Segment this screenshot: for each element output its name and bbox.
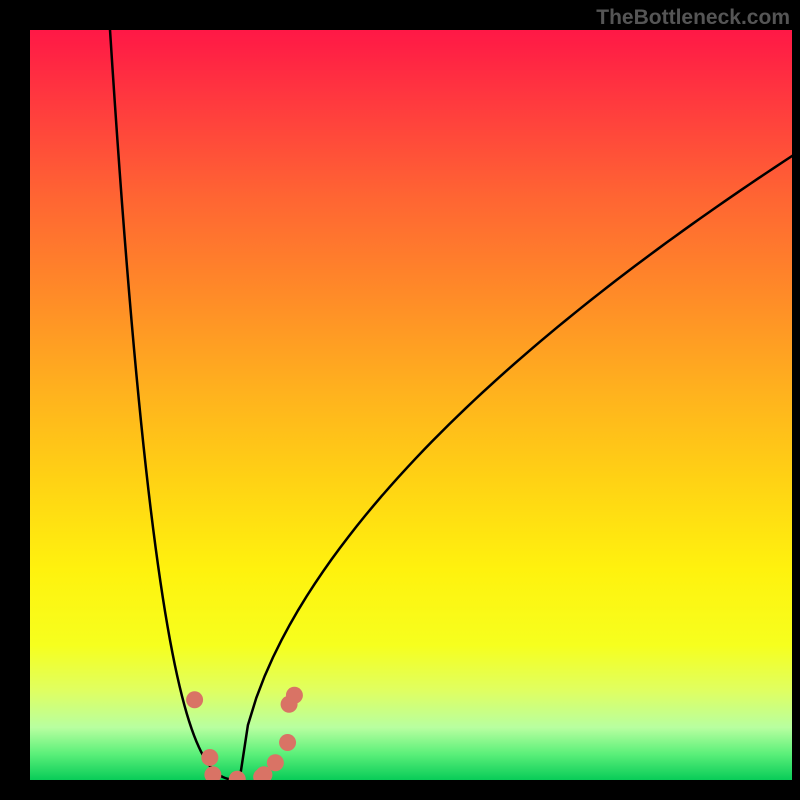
chart-container: TheBottleneck.com (0, 0, 800, 800)
data-marker (267, 754, 284, 771)
plot-area (30, 30, 792, 780)
data-marker (279, 734, 296, 751)
watermark-text: TheBottleneck.com (596, 6, 790, 30)
data-marker (186, 691, 203, 708)
plot-background (30, 30, 792, 780)
plot-svg (30, 30, 792, 780)
data-marker (286, 687, 303, 704)
data-marker (201, 749, 218, 766)
